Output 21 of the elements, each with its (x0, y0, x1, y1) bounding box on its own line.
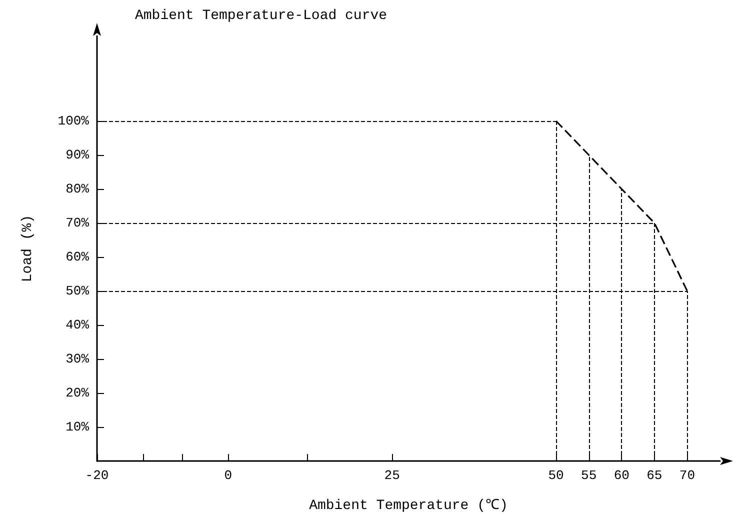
y-tick-label: 30% (66, 352, 90, 366)
x-tick-label: 65 (646, 468, 662, 483)
x-tick-label: 50 (548, 468, 564, 483)
x-tick-label: -20 (85, 468, 109, 483)
y-tick-label: 20% (66, 386, 90, 400)
y-tick-label: 50% (66, 284, 90, 298)
x-tick-label: 60 (614, 468, 630, 483)
y-tick-label: 70% (66, 216, 90, 230)
y-axis-title: Load (%) (20, 214, 36, 282)
y-tick-label: 80% (66, 182, 90, 196)
x-tick-label: 0 (224, 468, 232, 483)
x-tick-label: 55 (581, 468, 597, 483)
chart-title: Ambient Temperature-Load curve (135, 8, 388, 24)
y-tick-label: 90% (66, 148, 90, 162)
y-tick-label: 40% (66, 318, 90, 332)
x-tick-label: 70 (679, 468, 696, 483)
x-tick-label: 25 (384, 468, 400, 483)
y-tick-label: 60% (66, 250, 90, 264)
y-tick-label: 100% (58, 114, 90, 128)
y-tick-label: 10% (66, 420, 90, 434)
x-axis-title: Ambient Temperature (℃) (309, 498, 508, 514)
